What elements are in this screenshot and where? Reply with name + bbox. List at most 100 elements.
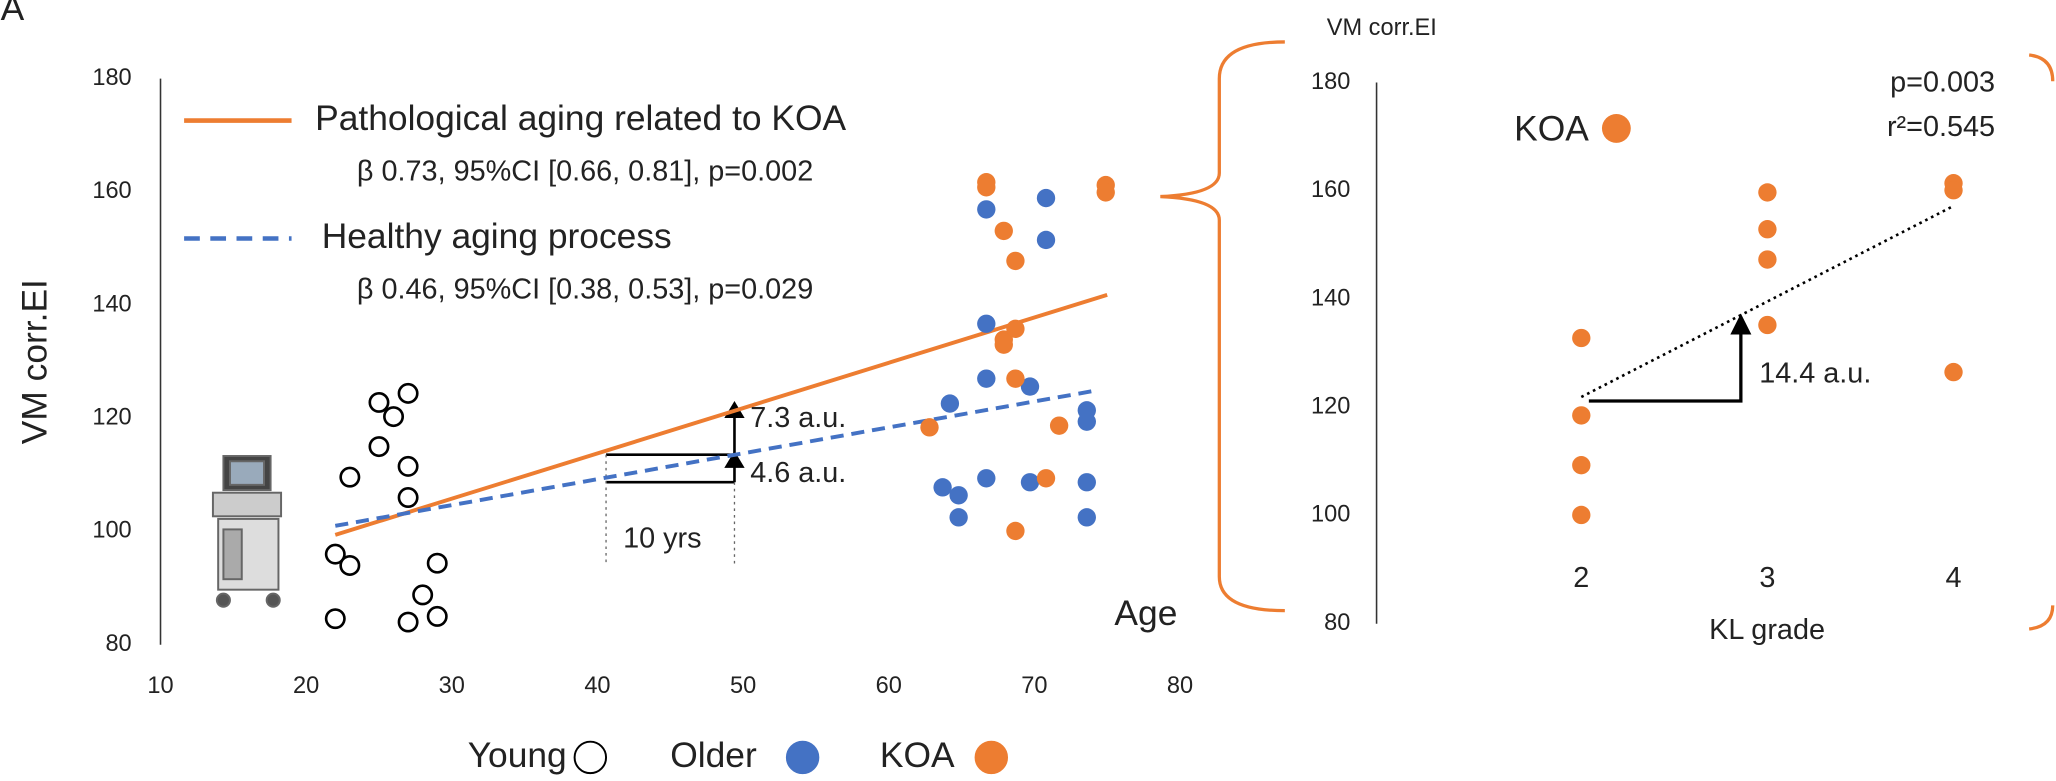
data-point <box>1020 377 1040 396</box>
data-point <box>1020 473 1040 492</box>
y-tick-label: 140 <box>1311 284 1350 310</box>
y-axis-title: VM corr.EI <box>1327 14 1437 40</box>
data-point <box>1758 220 1777 239</box>
y-tick-label: 120 <box>1311 393 1350 419</box>
data-point <box>1758 315 1777 335</box>
data-point <box>368 436 390 458</box>
data-point <box>1096 183 1115 202</box>
legend-label: Older <box>670 736 757 775</box>
brace <box>1160 40 1285 613</box>
data-point <box>324 543 346 565</box>
data-point <box>324 608 346 630</box>
data-point <box>1944 181 1963 200</box>
x-tick-label: 40 <box>584 672 610 698</box>
data-point <box>940 394 960 413</box>
brace <box>2028 53 2055 631</box>
y-tick-label: 160 <box>1311 176 1350 202</box>
x-tick-label: 80 <box>1167 672 1193 698</box>
data-point <box>977 314 996 333</box>
y-tick-label: 100 <box>1311 501 1350 527</box>
panel-label: A <box>1 0 25 28</box>
x-tick-label: 60 <box>876 672 902 698</box>
trend-stats: β 0.73, 95%CI [0.66, 0.81], p=0.002 <box>357 156 813 188</box>
data-point <box>1006 251 1025 271</box>
data-point <box>1036 230 1056 250</box>
x-tick-label: 3 <box>1759 562 1775 594</box>
data-point <box>1036 188 1056 208</box>
legend-marker <box>573 740 608 775</box>
data-point <box>977 369 996 388</box>
data-point <box>920 418 939 437</box>
data-point <box>397 487 419 509</box>
legend-label: Healthy aging process <box>322 217 672 256</box>
data-point <box>1572 328 1591 348</box>
trend-stats: β 0.46, 95%CI [0.38, 0.53], p=0.029 <box>357 274 813 306</box>
data-point <box>1077 412 1096 431</box>
legend-marker <box>1601 114 1631 143</box>
legend-marker <box>974 740 1009 775</box>
legend-marker <box>785 740 820 775</box>
data-point <box>1572 406 1591 425</box>
x-tick-label: 2 <box>1573 562 1589 594</box>
trend-line <box>334 292 1108 537</box>
x-axis-title: KL grade <box>1709 614 1825 646</box>
data-point <box>397 455 419 477</box>
y-tick-label: 180 <box>1311 68 1350 94</box>
legend-label: Young <box>468 736 567 775</box>
y-tick-label: 100 <box>92 517 131 543</box>
data-point <box>1944 362 1963 382</box>
data-point <box>339 466 361 488</box>
data-point <box>397 382 419 404</box>
annotation: r²=0.545 <box>1887 111 1995 143</box>
x-tick-label: 4 <box>1946 562 1962 594</box>
data-point <box>994 221 1013 241</box>
data-point <box>1006 521 1025 541</box>
legend-label: KOA <box>880 736 955 775</box>
legend-label: KOA <box>1514 109 1589 148</box>
annotation: 10 yrs <box>623 522 701 554</box>
data-point <box>977 178 996 197</box>
trend-line <box>1580 204 1955 399</box>
y-tick-label: 80 <box>1324 609 1350 635</box>
data-point <box>368 391 390 413</box>
data-point <box>1049 416 1069 435</box>
trend-line <box>334 389 1093 528</box>
data-point <box>426 605 448 627</box>
y-tick-label: 180 <box>92 64 131 90</box>
step-annotation <box>1588 313 1752 403</box>
legend-label: Pathological aging related to KOA <box>315 99 846 138</box>
data-point <box>1758 183 1777 202</box>
annotation: 14.4 a.u. <box>1759 357 1871 389</box>
data-point <box>977 200 996 219</box>
data-point <box>412 584 434 606</box>
y-tick-label: 80 <box>105 630 131 656</box>
x-tick-label: 10 <box>147 672 173 698</box>
data-point <box>1572 505 1591 525</box>
data-point <box>1077 508 1096 527</box>
data-point <box>1572 456 1591 475</box>
ultrasound-icon <box>211 455 283 608</box>
x-tick-label: 70 <box>1021 672 1047 698</box>
data-point <box>1077 473 1096 492</box>
data-point <box>977 469 996 488</box>
annotation: p=0.003 <box>1890 66 1995 98</box>
y-tick-label: 120 <box>92 404 131 430</box>
data-point <box>383 406 405 428</box>
y-tick-label: 160 <box>92 177 131 203</box>
data-point <box>426 552 448 574</box>
data-point <box>1006 319 1025 339</box>
x-tick-label: 30 <box>439 672 465 698</box>
data-point <box>1036 469 1056 488</box>
data-point <box>994 335 1013 354</box>
y-tick-label: 140 <box>92 290 131 316</box>
data-point <box>339 554 361 576</box>
data-point <box>949 508 968 527</box>
annotation: 4.6 a.u. <box>750 457 846 489</box>
data-point <box>949 486 968 505</box>
data-point <box>1758 250 1777 269</box>
y-axis-title: VM corr.EI <box>16 279 55 444</box>
annotation: 7.3 a.u. <box>750 402 846 434</box>
data-point <box>397 611 419 633</box>
